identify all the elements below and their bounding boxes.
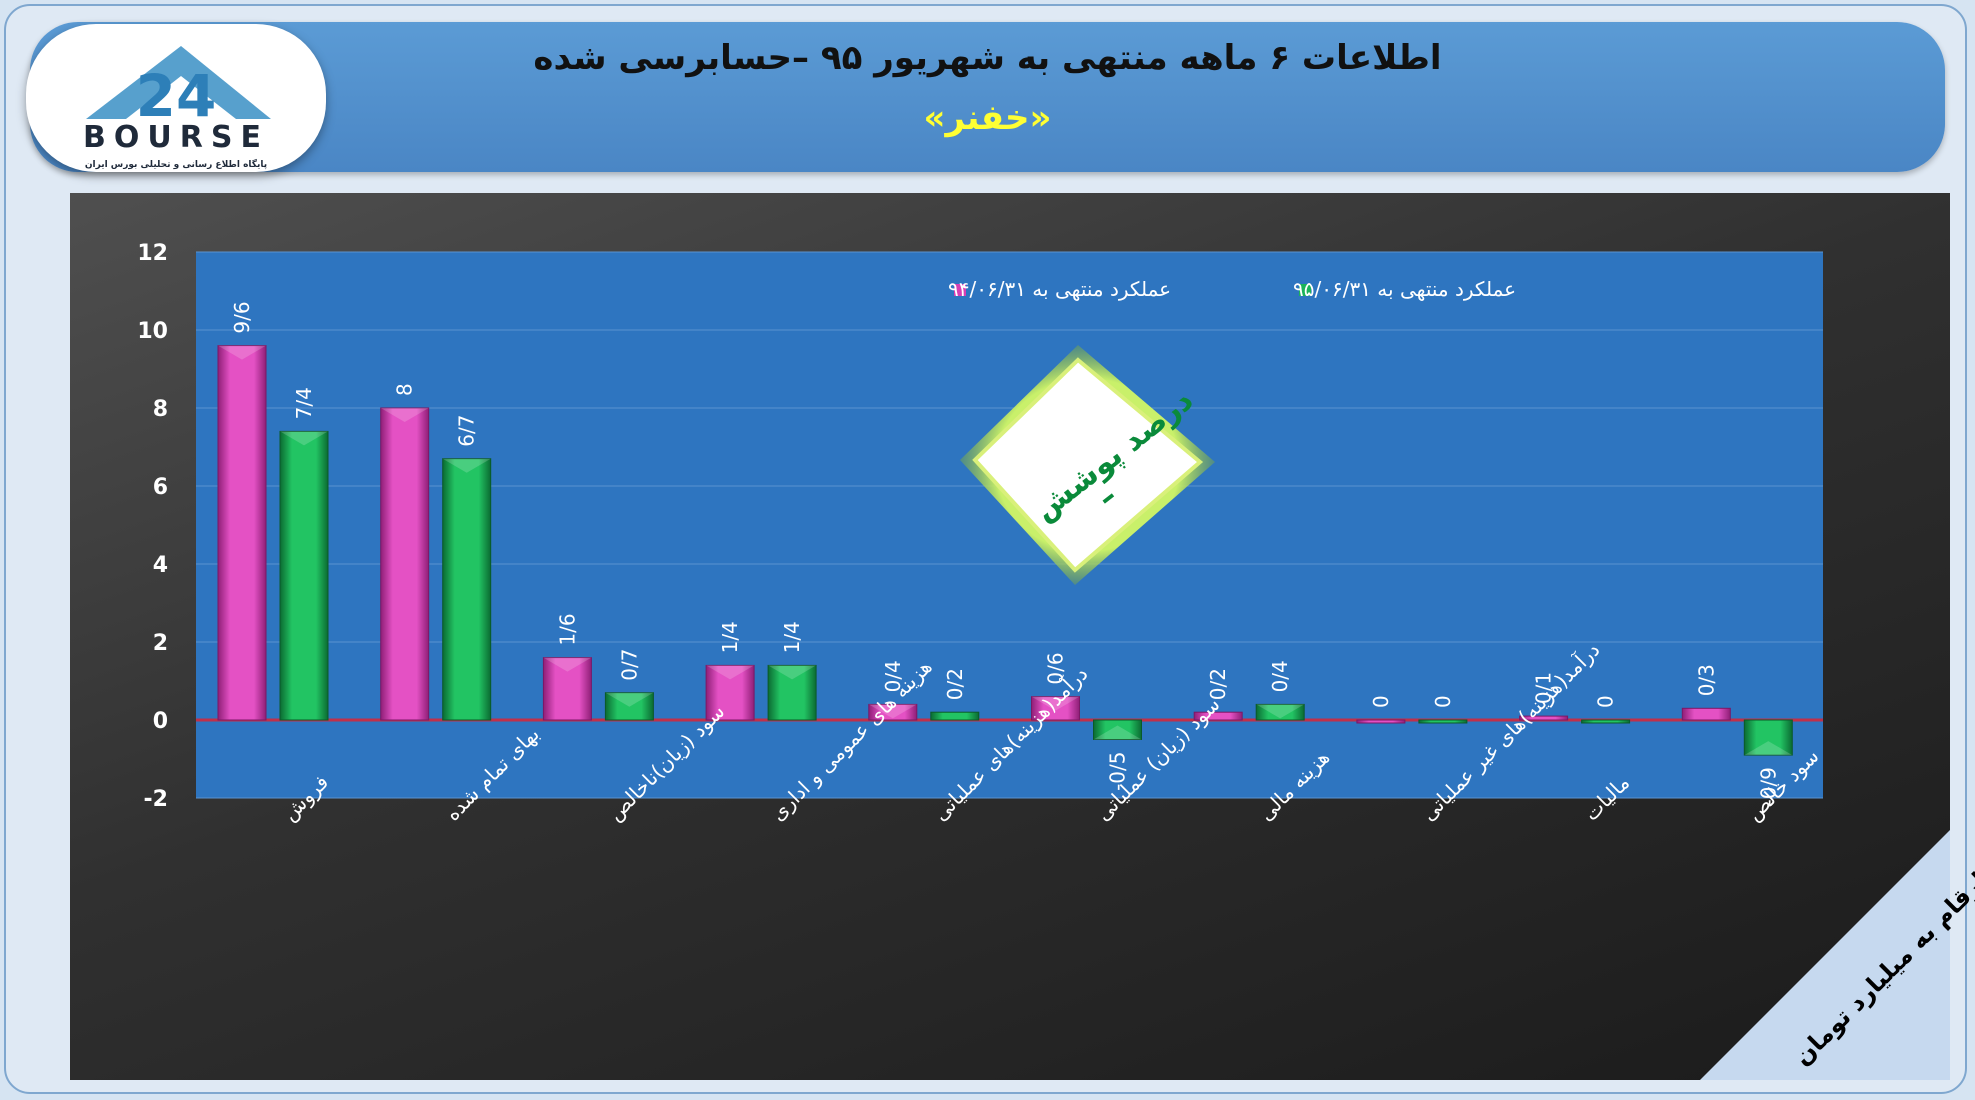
y-tick-label: 4 (153, 553, 168, 578)
bars: 9/6 8 1/6 1/4 0/4 0/6 0/2 0 0/1 0/3 7/4 6/7 0/7 1/4 0/… (217, 301, 1793, 807)
data-label: 0/2 (1206, 668, 1230, 700)
bar-bevel (768, 665, 817, 680)
bar-bevel (868, 704, 917, 719)
badge-box (972, 357, 1204, 573)
bar (705, 664, 755, 721)
bar (1519, 715, 1569, 721)
bar-bevel (1744, 741, 1793, 756)
bar (1093, 719, 1142, 740)
data-label: 0/7 (617, 649, 641, 681)
page-title: اطلاعات ۶ ماهه منتهی به شهریور ۹۵ –حسابر… (533, 38, 1442, 78)
bar (279, 430, 329, 721)
y-tick-label: 6 (153, 475, 168, 500)
y-tick-label: 2 (153, 631, 168, 656)
data-label: -0/9 (1756, 767, 1780, 806)
data-label: 0/4 (881, 660, 905, 692)
y-axis-ticks: 12 10 8 6 4 2 0 -2 (137, 241, 168, 812)
bar (1031, 696, 1080, 721)
coverage-badge (960, 345, 1215, 585)
data-label: 0/4 (1268, 660, 1292, 692)
bar-bevel (605, 692, 654, 707)
y-tick-label: 10 (137, 319, 168, 344)
bar-bevel (706, 665, 755, 680)
bar (1681, 707, 1731, 721)
logo-tagline: پایگاه اطلاع رسانی و تحلیلی بورس ایران (84, 160, 268, 170)
bar (442, 458, 492, 721)
legend-label: عملکرد منتهی به ۹۵/۰۶/۳۱ (1293, 277, 1516, 301)
y-tick-label: -2 (144, 787, 168, 812)
data-label: 7/4 (292, 387, 316, 419)
logo-word: BOURSE (83, 120, 269, 155)
bar-bevel (442, 458, 491, 473)
logo: 24 BOURSE پایگاه اطلاع رسانی و تحلیلی بو… (26, 24, 326, 172)
legend-swatch (1299, 284, 1311, 296)
bar (1581, 719, 1631, 724)
data-label: 8 (393, 383, 417, 396)
data-label: 1/4 (780, 621, 804, 653)
data-label: 9/6 (230, 301, 254, 333)
data-label: 0 (1594, 695, 1618, 708)
company-name: «خفنر» (923, 98, 1052, 138)
logo-mark-text: 24 (136, 62, 217, 124)
data-label: 1/6 (555, 613, 579, 645)
data-label: 0 (1369, 695, 1393, 708)
bar (767, 664, 817, 721)
data-label: 0/6 (1044, 652, 1068, 684)
data-label: 0 (1431, 695, 1455, 708)
bar (930, 711, 980, 721)
bar (542, 657, 592, 721)
logo-mark-icon: 24 (86, 46, 271, 124)
bar (868, 703, 918, 721)
data-label: 6/7 (455, 415, 479, 447)
bar-bevel (1256, 704, 1305, 719)
bar (380, 407, 430, 721)
header-banner (30, 22, 1945, 172)
data-label: 0/2 (943, 668, 967, 700)
bar (1356, 719, 1406, 724)
y-tick-label: 0 (153, 709, 168, 734)
bar (1255, 703, 1305, 721)
legend-swatch (954, 284, 966, 296)
bar-bevel (1031, 696, 1080, 711)
bar-bevel (1093, 725, 1142, 740)
data-label: 0/3 (1694, 664, 1718, 696)
y-tick-label: 12 (137, 241, 168, 266)
y-tick-label: 8 (153, 397, 168, 422)
data-label: 0/1 (1532, 672, 1556, 704)
data-label: 1/4 (718, 621, 742, 653)
bar (1743, 719, 1793, 756)
bar (217, 345, 267, 721)
bar-bevel (218, 345, 266, 360)
data-label: -0/5 (1106, 752, 1130, 791)
bar-bevel (543, 657, 592, 672)
legend: عملکرد منتهی به ۹۴/۰۶/۳۱ عملکرد منتهی به … (948, 277, 1516, 301)
bar (604, 692, 654, 721)
corner-triangle (1700, 830, 1950, 1080)
bar (1193, 711, 1243, 721)
legend-label: عملکرد منتهی به ۹۴/۰۶/۳۱ (948, 277, 1171, 301)
bar-bevel (280, 431, 328, 446)
bar (1418, 719, 1468, 724)
plot-area (196, 252, 1823, 798)
bar-bevel (380, 408, 429, 422)
